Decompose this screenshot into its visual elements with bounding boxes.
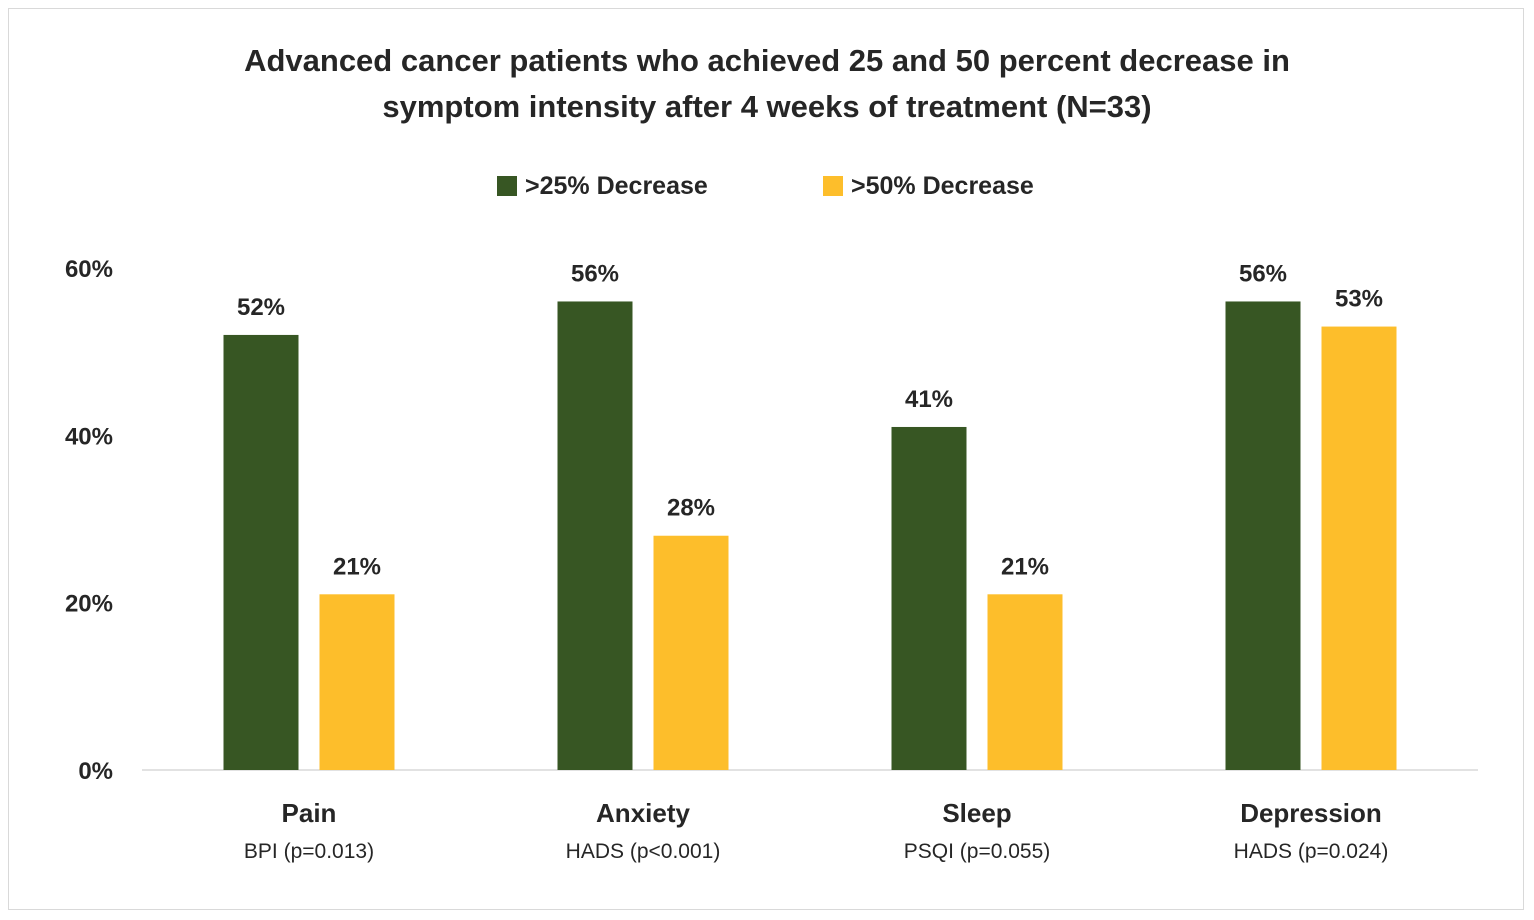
legend-label-50-decrease: >50% Decrease — [851, 171, 1034, 200]
data-label: 53% — [1335, 286, 1383, 313]
legend-label-25-decrease: >25% Decrease — [525, 171, 708, 200]
data-label: 21% — [333, 553, 381, 580]
x-subcategory-label: BPI (p=0.013) — [244, 840, 374, 863]
x-tick-label: Depression — [1240, 798, 1382, 828]
bar — [987, 594, 1063, 770]
bar — [653, 535, 729, 770]
bar — [557, 301, 633, 770]
legend-item-25-decrease: >25% Decrease — [497, 170, 708, 202]
legend-swatch-50-decrease — [823, 176, 843, 196]
bar — [223, 334, 299, 770]
y-tick-label: 40% — [65, 423, 113, 450]
chart-title: Advanced cancer patients who achieved 25… — [0, 38, 1534, 130]
bar — [1321, 326, 1397, 770]
x-tick-label: Sleep — [942, 798, 1011, 828]
x-subcategory-label: HADS (p<0.001) — [566, 840, 721, 863]
data-label: 52% — [237, 294, 285, 321]
chart-title-line-2: symptom intensity after 4 weeks of treat… — [382, 89, 1152, 124]
bar — [1225, 301, 1301, 770]
y-tick-label: 20% — [65, 591, 113, 618]
data-label: 28% — [667, 495, 715, 522]
bar — [891, 426, 967, 770]
x-subcategory-label: PSQI (p=0.055) — [904, 840, 1051, 863]
bar — [319, 594, 395, 770]
legend-swatch-25-decrease — [497, 176, 517, 196]
x-tick-label: Pain — [282, 798, 337, 828]
x-tick-label: Anxiety — [596, 798, 690, 828]
y-tick-label: 0% — [78, 758, 113, 785]
chart-title-line-1: Advanced cancer patients who achieved 25… — [244, 43, 1290, 78]
data-label: 56% — [571, 260, 619, 287]
data-label: 41% — [905, 386, 953, 413]
y-tick-label: 60% — [65, 256, 113, 283]
data-label: 21% — [1001, 553, 1049, 580]
x-subcategory-label: HADS (p=0.024) — [1234, 840, 1389, 863]
data-label: 56% — [1239, 260, 1287, 287]
legend-item-50-decrease: >50% Decrease — [823, 170, 1034, 202]
chart-legend: >25% Decrease >50% Decrease — [0, 170, 1534, 202]
